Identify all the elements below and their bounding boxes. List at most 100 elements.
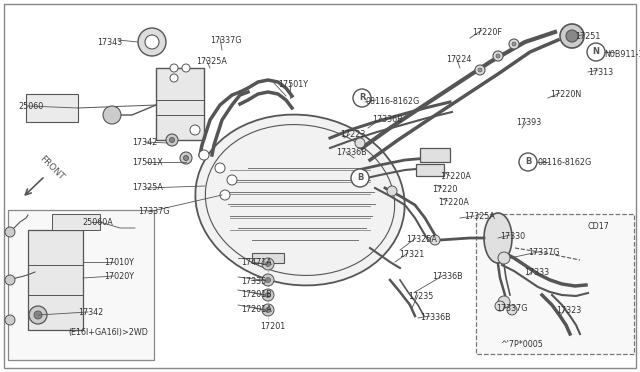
Circle shape bbox=[509, 39, 519, 49]
Ellipse shape bbox=[484, 213, 512, 263]
Circle shape bbox=[387, 186, 397, 196]
Circle shape bbox=[353, 173, 363, 183]
Circle shape bbox=[184, 155, 189, 160]
Circle shape bbox=[170, 138, 175, 142]
Text: FRONT: FRONT bbox=[38, 154, 66, 182]
Text: 08116-8162G: 08116-8162G bbox=[538, 158, 592, 167]
Circle shape bbox=[351, 169, 369, 187]
Text: 08116-8162G: 08116-8162G bbox=[366, 97, 420, 106]
Circle shape bbox=[266, 308, 271, 312]
Text: 17321: 17321 bbox=[399, 250, 424, 259]
Text: 17335: 17335 bbox=[241, 277, 266, 286]
Bar bbox=[28, 230, 83, 330]
Text: 17337G: 17337G bbox=[496, 304, 527, 313]
Text: 17336B: 17336B bbox=[420, 313, 451, 322]
Bar bbox=[476, 214, 634, 354]
Circle shape bbox=[493, 51, 503, 61]
Text: 17201: 17201 bbox=[260, 322, 285, 331]
Bar bbox=[156, 68, 204, 140]
Text: R: R bbox=[359, 93, 365, 103]
Circle shape bbox=[262, 289, 274, 301]
Circle shape bbox=[560, 24, 584, 48]
Text: 17343: 17343 bbox=[97, 38, 122, 47]
Circle shape bbox=[507, 305, 517, 315]
Circle shape bbox=[166, 134, 178, 146]
Text: CD17: CD17 bbox=[588, 222, 610, 231]
Circle shape bbox=[199, 150, 209, 160]
Text: 17010Y: 17010Y bbox=[104, 258, 134, 267]
Circle shape bbox=[353, 89, 371, 107]
Text: 17325A: 17325A bbox=[464, 212, 495, 221]
Circle shape bbox=[498, 252, 510, 264]
Circle shape bbox=[103, 106, 121, 124]
Text: 17501Y: 17501Y bbox=[278, 80, 308, 89]
Circle shape bbox=[170, 74, 178, 82]
Text: 17201A: 17201A bbox=[241, 305, 272, 314]
Circle shape bbox=[5, 275, 15, 285]
Circle shape bbox=[587, 43, 605, 61]
Text: N0B911-1062G: N0B911-1062G bbox=[604, 50, 640, 59]
Circle shape bbox=[498, 296, 510, 308]
Text: 17337G: 17337G bbox=[528, 248, 559, 257]
Circle shape bbox=[430, 235, 440, 245]
Text: 17220: 17220 bbox=[432, 185, 458, 194]
Circle shape bbox=[220, 190, 230, 200]
Text: 17220A: 17220A bbox=[440, 172, 471, 181]
Text: (E16I+GA16I)>2WD: (E16I+GA16I)>2WD bbox=[68, 328, 148, 337]
Text: 17342: 17342 bbox=[78, 308, 103, 317]
Circle shape bbox=[5, 315, 15, 325]
Text: 17336B: 17336B bbox=[336, 148, 367, 157]
Text: 17235: 17235 bbox=[408, 292, 433, 301]
Text: ^'7P*0005: ^'7P*0005 bbox=[500, 340, 543, 349]
Circle shape bbox=[475, 65, 485, 75]
Circle shape bbox=[566, 30, 578, 42]
Circle shape bbox=[34, 311, 42, 319]
Text: 17325A: 17325A bbox=[406, 235, 437, 244]
Circle shape bbox=[262, 258, 274, 270]
Circle shape bbox=[495, 301, 505, 311]
Text: 17223: 17223 bbox=[340, 130, 365, 139]
Text: 17337G: 17337G bbox=[210, 36, 241, 45]
Text: 17325A: 17325A bbox=[196, 57, 227, 66]
Circle shape bbox=[355, 138, 365, 148]
Text: B: B bbox=[357, 173, 363, 183]
Text: 17393: 17393 bbox=[516, 118, 541, 127]
Circle shape bbox=[262, 274, 274, 286]
Text: 17220A: 17220A bbox=[438, 198, 469, 207]
Text: 25060: 25060 bbox=[18, 102, 44, 111]
Bar bbox=[420, 148, 450, 162]
Text: 17323: 17323 bbox=[556, 306, 581, 315]
Text: 17220F: 17220F bbox=[472, 28, 502, 37]
Circle shape bbox=[478, 68, 482, 72]
Text: 17342: 17342 bbox=[132, 138, 157, 147]
Circle shape bbox=[496, 54, 500, 58]
Circle shape bbox=[519, 153, 537, 171]
Circle shape bbox=[227, 175, 237, 185]
Text: 17336B: 17336B bbox=[432, 272, 463, 281]
Circle shape bbox=[266, 262, 271, 266]
Text: 17471A: 17471A bbox=[241, 258, 272, 267]
Text: 17220N: 17220N bbox=[550, 90, 581, 99]
Bar bbox=[52, 214, 100, 230]
Text: 17333: 17333 bbox=[524, 268, 549, 277]
Circle shape bbox=[190, 125, 200, 135]
Ellipse shape bbox=[195, 115, 404, 285]
Circle shape bbox=[262, 304, 274, 316]
Circle shape bbox=[138, 28, 166, 56]
Circle shape bbox=[145, 35, 159, 49]
Text: 17313: 17313 bbox=[588, 68, 613, 77]
Text: N: N bbox=[593, 48, 600, 57]
Circle shape bbox=[180, 152, 192, 164]
Circle shape bbox=[266, 292, 271, 298]
Bar bbox=[26, 94, 78, 122]
Text: 17336B: 17336B bbox=[372, 115, 403, 124]
Text: 17224: 17224 bbox=[446, 55, 472, 64]
Text: 17330: 17330 bbox=[500, 232, 525, 241]
Circle shape bbox=[182, 64, 190, 72]
Text: 17020Y: 17020Y bbox=[104, 272, 134, 281]
Text: B: B bbox=[525, 157, 531, 167]
Circle shape bbox=[170, 64, 178, 72]
Text: 17337G: 17337G bbox=[138, 207, 170, 216]
Circle shape bbox=[5, 227, 15, 237]
Text: 17501X: 17501X bbox=[132, 158, 163, 167]
